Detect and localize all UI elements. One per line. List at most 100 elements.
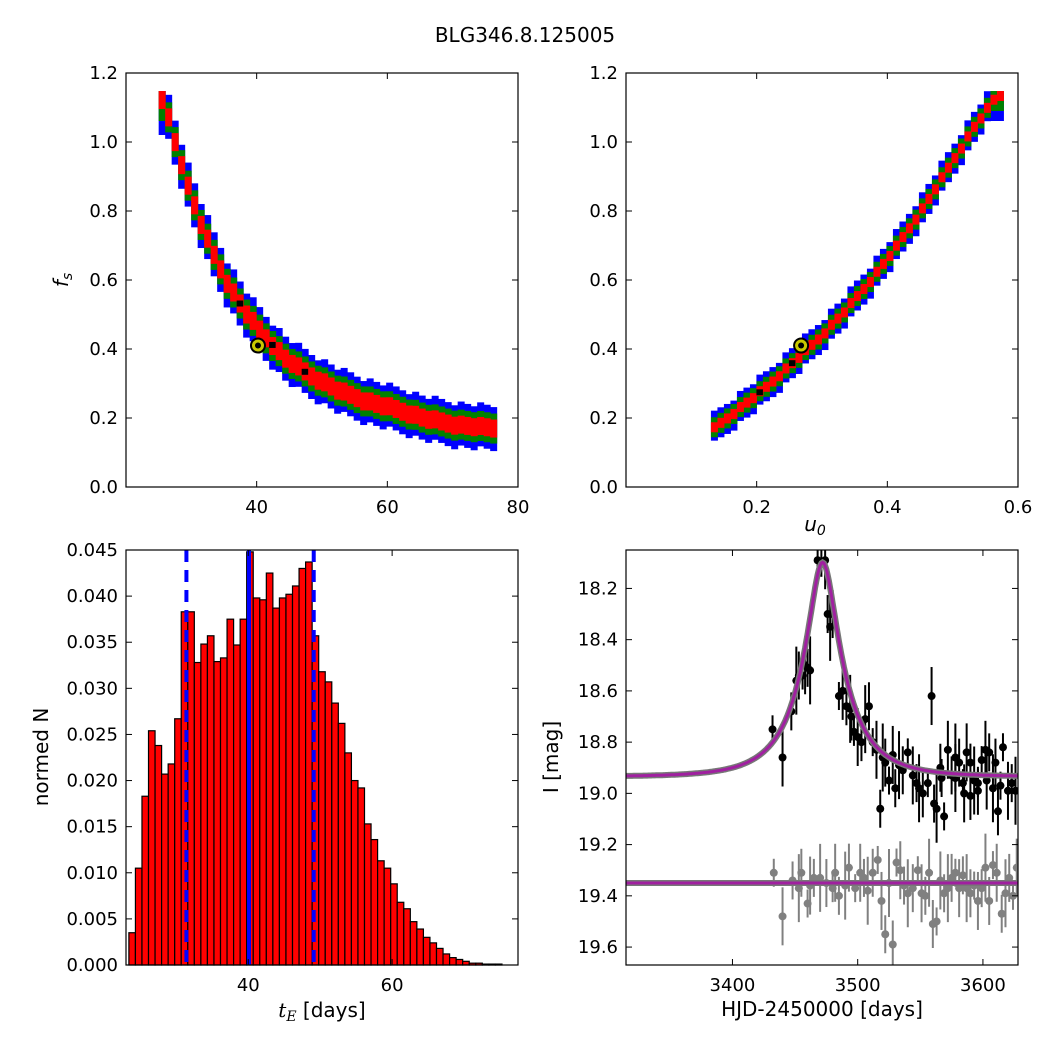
p2-inner-region-cell	[710, 422, 718, 433]
black-series-point	[977, 756, 986, 765]
p1-inner-region-cell	[217, 260, 225, 279]
black-series-point	[991, 758, 1000, 767]
p1-y-axis-label: fs	[49, 273, 76, 287]
p2-inner-region-cell	[990, 94, 998, 105]
p1-best-region-cell	[269, 341, 276, 348]
p1-best-fit-center	[254, 342, 261, 349]
black-series-point	[903, 748, 912, 757]
grey-series-point	[981, 863, 990, 872]
p1-y-tick-label: 1.2	[89, 63, 118, 84]
histogram-bar	[409, 921, 418, 966]
p2-inner-region-cell	[951, 153, 959, 164]
grey-series-point	[985, 896, 994, 905]
p1-inner-region-cell	[191, 196, 199, 215]
p1-y-tick-label: 0.6	[89, 270, 118, 291]
histogram-bar	[233, 644, 241, 966]
p2-inner-region-cell	[769, 376, 777, 387]
grey-series-point	[834, 891, 843, 900]
p4-y-tick-label: 18.4	[578, 630, 618, 651]
histogram-bar	[161, 773, 169, 966]
p3-x-tick-label: 40	[237, 975, 260, 996]
black-series-point	[996, 781, 1005, 790]
p1-y-tick-label: 0.0	[89, 477, 118, 498]
black-series-point	[864, 702, 873, 711]
p3-frame	[125, 549, 519, 966]
grey-series-point	[831, 868, 840, 877]
histogram-bar	[272, 607, 281, 966]
p2-inner-region-cell	[918, 203, 926, 214]
p2-inner-region-cell	[717, 417, 725, 428]
p1-inner-region-cell	[379, 397, 387, 416]
grey-series-point	[778, 912, 787, 921]
histogram-bar	[278, 597, 287, 966]
black-series-point	[918, 789, 927, 798]
black-series-point	[857, 738, 866, 747]
p2-inner-region-cell	[957, 143, 965, 154]
histogram-bar	[337, 722, 346, 966]
grey-series-point	[797, 868, 806, 877]
p2-inner-region-cell	[840, 307, 848, 318]
p1-y-tick-label: 0.4	[89, 339, 118, 360]
p2-x-tick-label: 0.4	[873, 497, 902, 518]
black-series-point	[943, 745, 952, 754]
grey-series-point	[943, 884, 952, 893]
histogram-bar	[331, 702, 339, 966]
grey-series-point	[859, 873, 868, 882]
grey-series-point	[913, 866, 922, 875]
p2-inner-region-cell	[762, 381, 770, 392]
grey-series-point	[1005, 873, 1014, 882]
black-series-point	[876, 804, 885, 813]
p2-y-tick-label: 0.0	[589, 477, 618, 498]
p2-best-region-cell	[756, 389, 763, 396]
p1-inner-region-cell	[262, 329, 270, 348]
black-series-point	[962, 748, 971, 757]
histogram-bar	[265, 572, 274, 966]
p3-y-tick-label: 0.020	[66, 771, 118, 792]
p1-inner-region-cell	[477, 416, 485, 435]
grey-series-point	[951, 868, 960, 877]
black-series-point	[881, 758, 890, 767]
p4-y-tick-label: 19.0	[578, 783, 618, 804]
p1-inner-region-cell	[171, 133, 179, 152]
black-series-point	[838, 686, 847, 695]
p1-inner-region-cell	[321, 373, 329, 392]
p2-inner-region-cell	[814, 334, 822, 345]
black-series-point	[1007, 779, 1016, 788]
histogram-bar	[193, 661, 202, 966]
grey-series-point	[908, 884, 917, 893]
p1-inner-region-cell	[457, 415, 465, 434]
p2-inner-region-cell	[853, 291, 861, 302]
p1-inner-region-cell	[451, 416, 459, 435]
fs-vs-te-panel: 40 60 80 0.0 0.2 0.4 0.6 0.8 1.0 1.2	[89, 63, 529, 518]
p2-inner-region-cell	[964, 131, 972, 142]
black-series-point	[973, 779, 982, 788]
grey-series-point	[921, 891, 930, 900]
grey-series-point	[973, 896, 982, 905]
grey-series-point	[925, 868, 934, 877]
black-series-point	[1011, 786, 1018, 795]
p2-inner-region-cell	[736, 402, 744, 413]
histogram-bar	[219, 657, 228, 966]
p1-inner-region-cell	[295, 357, 303, 376]
histogram-bar	[285, 593, 294, 966]
histogram-bar	[448, 957, 457, 966]
p2-inner-region-cell	[983, 102, 991, 113]
grey-series-point	[809, 873, 818, 882]
histogram-bar	[435, 947, 444, 966]
p1-inner-region-cell	[360, 392, 368, 411]
histogram-bar	[252, 597, 261, 966]
p1-inner-region-cell	[282, 349, 290, 368]
p3-y-tick-label: 0.000	[66, 955, 118, 976]
p2-inner-region-cell	[743, 397, 751, 408]
black-series-point	[891, 784, 900, 793]
grey-series-point	[958, 871, 967, 880]
p1-y-tick-label: 0.2	[89, 408, 118, 429]
histogram-bar	[213, 660, 222, 966]
p1-x-tick-label: 40	[245, 497, 268, 518]
p2-inner-region-cell	[899, 232, 907, 243]
p4-plot-area	[626, 550, 1018, 965]
p1-inner-region-cell	[399, 402, 407, 421]
grey-series-point	[769, 868, 778, 877]
p2-inner-region-cell	[931, 184, 939, 195]
black-series-point	[927, 692, 936, 701]
